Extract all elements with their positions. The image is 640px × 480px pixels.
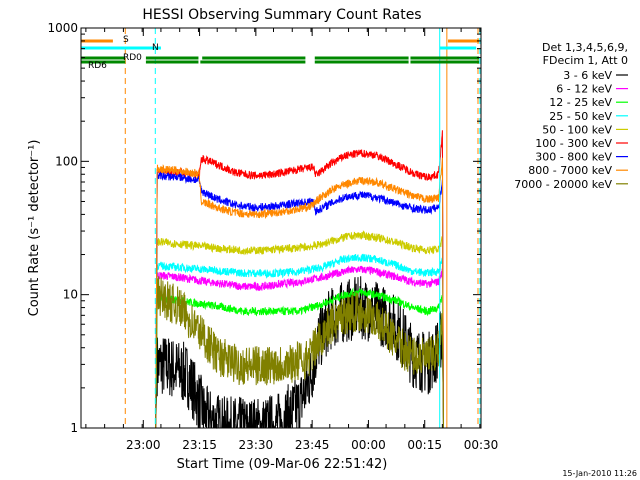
legend-item: 3 - 6 keV [563,69,628,82]
y-tick-label: 100 [55,154,78,168]
legend-item: 50 - 100 keV [542,123,628,136]
series-800-7000-kev [155,157,444,429]
y-tick-label: 10 [63,288,78,302]
flag-label: RD6 [88,61,107,71]
flag-label: RD0 [123,53,142,63]
x-tick-label: 23:00 [126,438,161,452]
x-tick-label: 00:30 [464,438,499,452]
plot-frame [80,27,482,429]
axis-layer: 23:00 23:15 23:30 23:45 00:00 00:15 00:30 1 10 10… [47,21,498,452]
flag-s: S [81,35,480,45]
legend-label: 7000 - 20000 keV [514,178,612,191]
legend-header-line-2: FDecim 1, Att 0 [543,54,628,67]
legend-item: 7000 - 20000 keV [514,178,628,191]
series-25-50-kev [155,253,444,429]
legend-item: 300 - 800 keV [535,151,628,164]
flag-layer: S N RD0 RD6 [81,35,480,71]
legend-item: 12 - 25 keV [549,96,628,109]
legend-label: 12 - 25 keV [549,96,612,109]
y-tick-label: 1000 [47,21,78,35]
flag-rd6: RD6 [81,60,480,71]
series-6-12-kev [155,265,444,429]
series-100-300-kev [155,130,444,429]
x-axis-label: Start Time (09-Mar-06 22:51:42) [177,457,388,472]
legend-item: 100 - 300 keV [535,137,628,150]
series-3-6-kev [155,276,444,429]
x-tick-label: 23:15 [182,438,217,452]
legend-item: 800 - 7000 keV [528,164,628,177]
legend-header-line-1: Det 1,3,4,5,6,9, [542,41,628,54]
series-12-25-kev [155,287,444,429]
legend-label: 800 - 7000 keV [528,164,612,177]
x-tick-label: 23:45 [295,438,330,452]
x-tick-label: 23:30 [239,438,274,452]
flag-rd0: RD0 [81,53,480,63]
x-tick-label: 00:15 [407,438,442,452]
y-tick-label: 1 [70,421,78,435]
series-50-100-kev [155,230,444,429]
legend-label: 3 - 6 keV [563,69,612,82]
flag-label: N [152,43,159,53]
legend-label: 50 - 100 keV [542,123,612,136]
series-7000-20000-kev [155,276,444,429]
series-layer [155,130,444,429]
chart-title: HESSI Observing Summary Count Rates [142,7,421,23]
series-300-800-kev [155,170,444,429]
y-axis-label: Count Rate (s⁻¹ detector⁻¹) [27,140,42,317]
footer-timestamp: 15-Jan-2010 11:26 [562,469,637,478]
x-tick-label: 00:00 [351,438,386,452]
legend-item: 6 - 12 keV [556,83,628,96]
legend-label: 25 - 50 keV [549,110,612,123]
flag-n: N [81,43,477,53]
legend-label: 100 - 300 keV [535,137,612,150]
legend-label: 300 - 800 keV [535,151,612,164]
legend-label: 6 - 12 keV [556,83,612,96]
legend-item: 25 - 50 keV [549,110,628,123]
flag-label: S [123,35,129,45]
